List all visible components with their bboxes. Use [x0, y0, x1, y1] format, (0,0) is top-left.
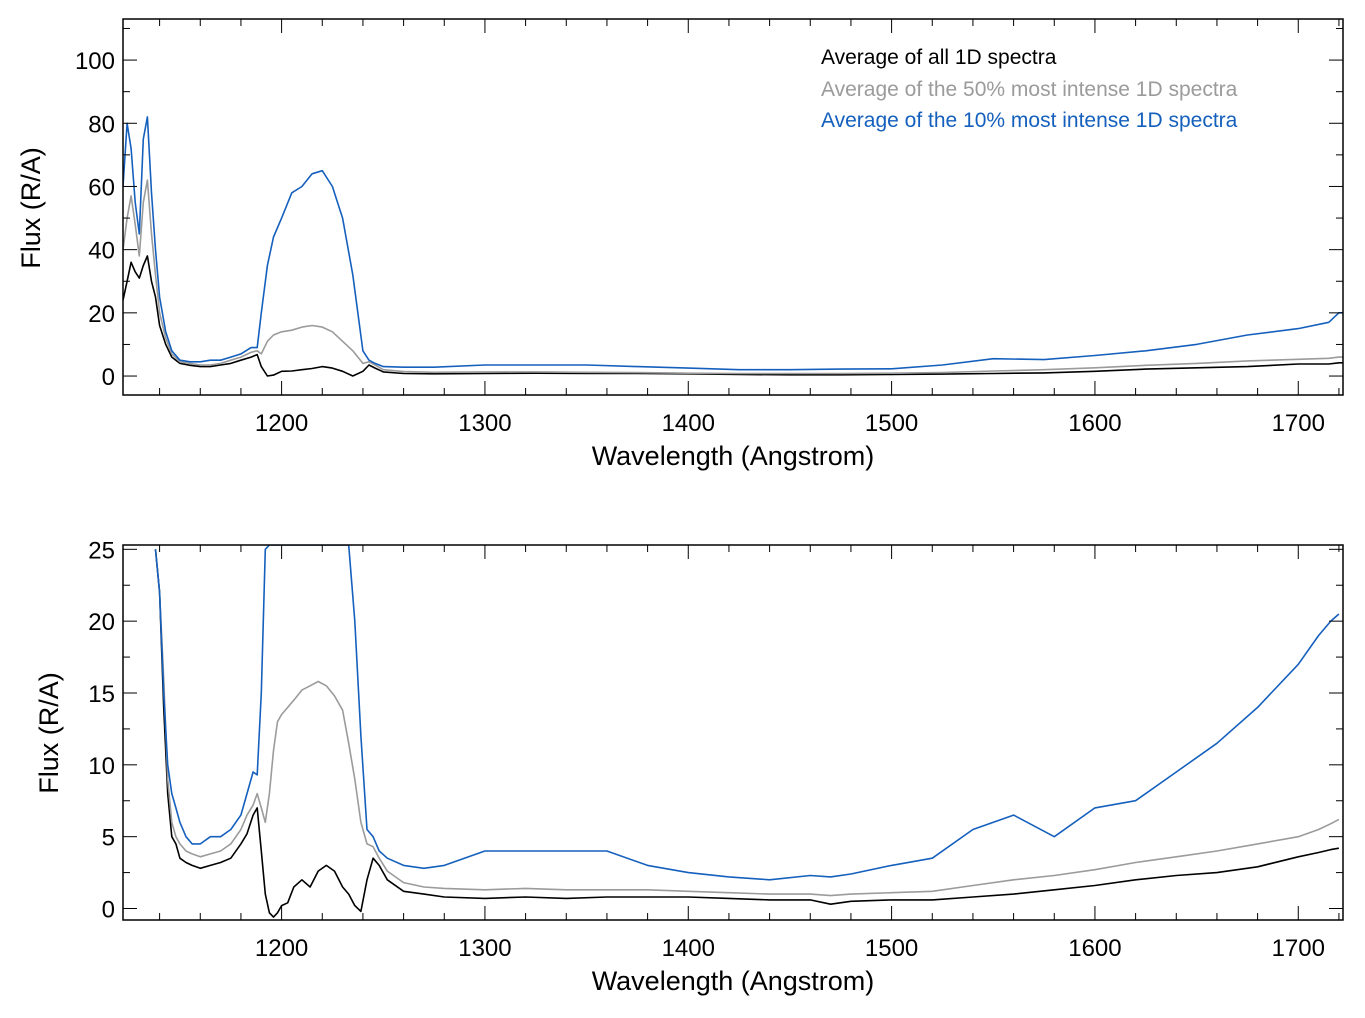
x-axis-title-top: Wavelength (Angstrom)	[592, 441, 875, 471]
series-line-top50	[154, 549, 1340, 897]
tick-labels-top: 1200 1300 1400 1500 1600 1700 0 20 40 60 80 100	[75, 48, 1325, 437]
x-tick-label: 1200	[255, 410, 308, 437]
y-tick-label: 40	[88, 238, 115, 265]
x-tick-label: 1300	[458, 410, 511, 437]
series-line-top10	[123, 116, 1343, 371]
x-tick-label: 1500	[865, 410, 918, 437]
plot-frame-bottom	[122, 544, 1344, 921]
y-tick-label: 20	[88, 609, 115, 636]
series-line-top50	[123, 179, 1343, 375]
x-tick-label: 1500	[865, 935, 918, 962]
x-tick-label: 1700	[1272, 410, 1325, 437]
x-tick-label: 1200	[255, 935, 308, 962]
x-tick-label: 1700	[1272, 935, 1325, 962]
series-lines-bottom	[154, 545, 1340, 918]
x-tick-label: 1600	[1068, 935, 1121, 962]
x-axis-title-bottom: Wavelength (Angstrom)	[592, 966, 875, 996]
tick-labels-bottom: 1200 1300 1400 1500 1600 1700 0 5 10 15 20 25	[88, 537, 1325, 962]
y-tick-label: 15	[88, 681, 115, 708]
y-tick-label: 60	[88, 174, 115, 201]
legend-entry-top10: Average of the 10% most intense 1D spect…	[821, 109, 1238, 132]
y-tick-label: 0	[102, 364, 115, 391]
y-tick-label: 20	[88, 301, 115, 328]
plot-frame-top	[122, 18, 1344, 396]
x-tick-label: 1400	[662, 935, 715, 962]
series-line-top10	[154, 545, 1340, 881]
y-tick-label: 5	[102, 825, 115, 852]
x-tick-label: 1600	[1068, 410, 1121, 437]
legend-entry-all: Average of all 1D spectra	[821, 46, 1057, 69]
y-tick-label: 100	[75, 48, 115, 75]
chart-panel-bottom: 1200 1300 1400 1500 1600 1700 0 5 10 15 20 25 Wavel…	[34, 537, 1344, 996]
y-axis-title-bottom: Flux (R/A)	[34, 672, 64, 794]
legend-entry-top50: Average of the 50% most intense 1D spect…	[821, 78, 1238, 101]
y-tick-label: 25	[88, 537, 115, 564]
chart-panel-top: 1200 1300 1400 1500 1600 1700 0 20 40 60 80 100 Wav…	[16, 18, 1344, 471]
axis-ticks-bottom	[123, 545, 1343, 920]
series-line-all	[123, 255, 1343, 377]
series-line-all	[154, 549, 1340, 918]
axis-ticks-top	[123, 19, 1343, 395]
y-tick-label: 80	[88, 111, 115, 138]
legend: Average of all 1D spectra Average of the…	[821, 46, 1238, 132]
x-tick-label: 1300	[458, 935, 511, 962]
x-tick-label: 1400	[662, 410, 715, 437]
y-tick-label: 10	[88, 753, 115, 780]
y-tick-label: 0	[102, 897, 115, 924]
y-axis-title-top: Flux (R/A)	[16, 147, 46, 269]
series-lines-top	[123, 116, 1343, 377]
